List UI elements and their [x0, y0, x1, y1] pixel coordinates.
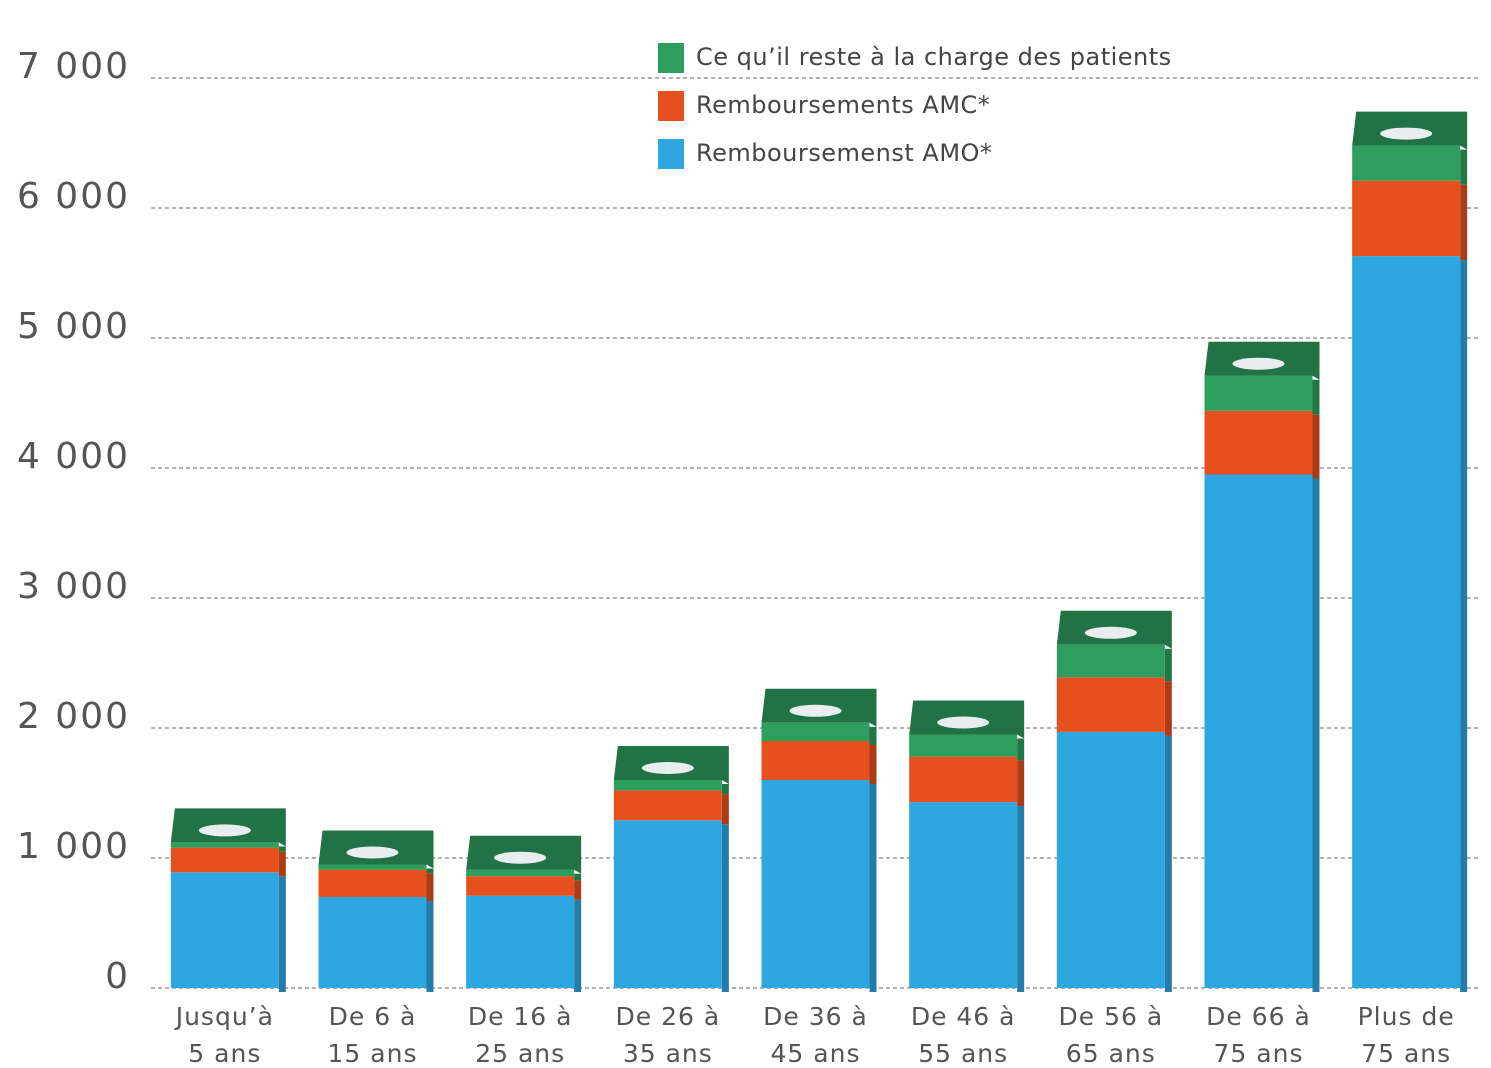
bar-side — [1313, 479, 1320, 993]
chart: 0 1 000 2 000 3 000 4 000 5 000 6 000 7 000 Jusq… — [0, 0, 1491, 1068]
legend-swatch — [658, 139, 684, 169]
bar-side — [1017, 739, 1024, 761]
bar-segment — [614, 820, 722, 988]
bar-segment — [614, 780, 722, 790]
bar-segment — [319, 897, 427, 988]
bar-segment — [171, 872, 279, 988]
x-tick-label: 75 ans — [1361, 1039, 1451, 1068]
bar-segment — [319, 865, 427, 870]
legend-swatch — [658, 91, 684, 121]
bar-segment — [1352, 146, 1460, 181]
bar-side — [574, 874, 581, 881]
bar-segment — [909, 757, 1017, 803]
platform — [1380, 128, 1432, 140]
bar-side — [279, 846, 286, 851]
bar-segment — [1205, 376, 1313, 411]
y-tick-label: 7 000 — [17, 46, 130, 87]
bar-segment — [466, 896, 574, 988]
y-tick-label: 5 000 — [17, 306, 130, 347]
x-tick-label: 25 ans — [475, 1039, 565, 1068]
bar-side — [1165, 736, 1172, 992]
legend-label: Ce qu’il reste à la charge des patients — [696, 43, 1172, 71]
bar-side — [1460, 150, 1467, 185]
bar-segment — [171, 848, 279, 873]
x-tick-label: De 16 à — [468, 1002, 573, 1031]
x-tick-label: 65 ans — [1066, 1039, 1156, 1068]
platform — [1085, 627, 1137, 639]
bar-side — [427, 874, 434, 901]
y-tick-label: 4 000 — [17, 436, 130, 477]
bar-side — [1313, 415, 1320, 479]
bar-side — [722, 784, 729, 794]
bar-side — [279, 852, 286, 877]
bar-segment — [1057, 645, 1165, 678]
bar-segment — [1352, 256, 1460, 988]
x-tick-label: De 46 à — [911, 1002, 1016, 1031]
bar-side — [574, 880, 581, 900]
platform — [937, 717, 989, 729]
y-tick-label: 3 000 — [17, 566, 130, 607]
y-tick-label: 1 000 — [17, 826, 130, 867]
bar-segment — [909, 735, 1017, 757]
legend-label: Remboursemenst AMO* — [696, 139, 992, 167]
bar-side — [722, 794, 729, 824]
bar-side — [1017, 806, 1024, 992]
platform — [790, 705, 842, 717]
bar-segment — [762, 723, 870, 741]
bar-segment — [1352, 181, 1460, 256]
bar-side — [870, 745, 877, 784]
bar-segment — [762, 741, 870, 780]
y-tick-label: 2 000 — [17, 696, 130, 737]
x-tick-label: De 66 à — [1206, 1002, 1311, 1031]
bar-side — [1313, 380, 1320, 415]
legend-label: Remboursements AMC* — [696, 91, 990, 119]
bar-segment — [319, 870, 427, 897]
x-tick-label: Plus de — [1358, 1002, 1455, 1031]
bar-segment — [171, 842, 279, 847]
x-tick-label: 15 ans — [328, 1039, 418, 1068]
bar-segment — [1057, 677, 1165, 732]
x-tick-label: De 6 à — [329, 1002, 417, 1031]
x-tick-label: 35 ans — [623, 1039, 713, 1068]
x-tick-label: Jusqu’à — [174, 1002, 274, 1031]
x-tick-label: De 36 à — [763, 1002, 868, 1031]
bar-side — [1165, 649, 1172, 682]
bar-side — [279, 876, 286, 992]
platform — [347, 847, 399, 859]
bar-segment — [909, 802, 1017, 988]
y-tick-label: 0 — [105, 956, 130, 997]
bar-side — [427, 869, 434, 874]
x-tick-label: 75 ans — [1214, 1039, 1304, 1068]
bar-side — [1460, 185, 1467, 260]
bar-side — [1460, 260, 1467, 992]
bar-side — [574, 900, 581, 992]
bar-segment — [466, 876, 574, 896]
bar-segment — [1205, 411, 1313, 475]
x-tick-label: De 26 à — [616, 1002, 721, 1031]
bar-segment — [762, 780, 870, 988]
bar-side — [870, 727, 877, 745]
platform — [199, 824, 251, 836]
platform — [642, 762, 694, 774]
bar-side — [1165, 681, 1172, 736]
bar-segment — [614, 790, 722, 820]
platform — [494, 852, 546, 864]
bar-segment — [1057, 732, 1165, 988]
x-tick-label: 55 ans — [918, 1039, 1008, 1068]
y-tick-label: 6 000 — [17, 176, 130, 217]
bar-segment — [466, 870, 574, 877]
bar-side — [1017, 761, 1024, 807]
x-tick-label: 5 ans — [188, 1039, 261, 1068]
x-tick-label: 45 ans — [771, 1039, 861, 1068]
x-tick-label: De 56 à — [1059, 1002, 1164, 1031]
bar-side — [427, 901, 434, 992]
bar-segment — [1205, 475, 1313, 989]
platform — [1233, 358, 1285, 370]
bar-side — [722, 824, 729, 992]
legend-swatch — [658, 43, 684, 73]
bar-side — [870, 784, 877, 992]
